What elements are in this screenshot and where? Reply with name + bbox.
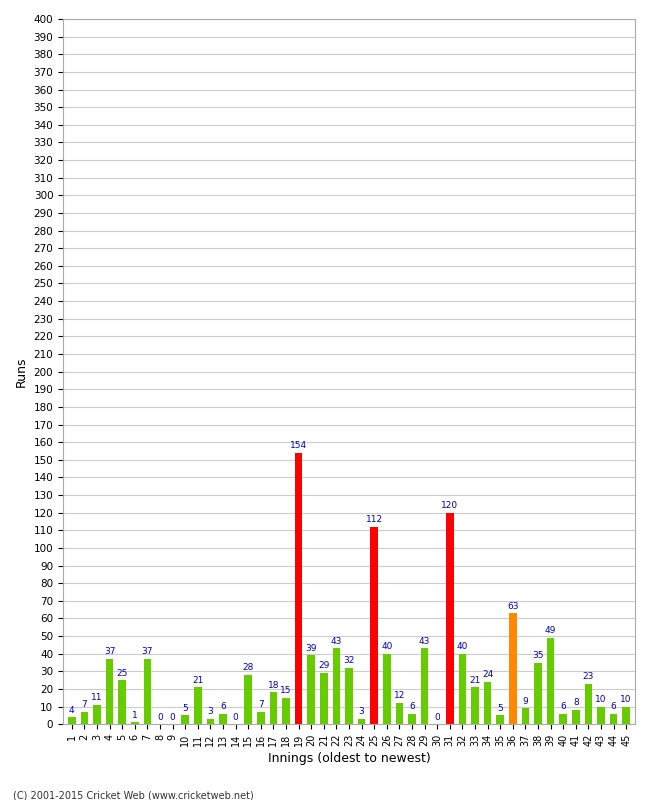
Bar (459, 654, 466, 724)
Text: 35: 35 (532, 651, 544, 660)
Text: 5: 5 (497, 704, 503, 713)
Text: 0: 0 (170, 713, 176, 722)
Text: 37: 37 (104, 647, 116, 656)
Bar (547, 638, 554, 724)
Bar (497, 715, 504, 724)
Text: 63: 63 (507, 602, 519, 610)
Bar (396, 703, 403, 724)
Text: 32: 32 (343, 656, 355, 665)
Bar (118, 680, 126, 724)
Text: 49: 49 (545, 626, 556, 635)
Text: 39: 39 (306, 644, 317, 653)
Text: (C) 2001-2015 Cricket Web (www.cricketweb.net): (C) 2001-2015 Cricket Web (www.cricketwe… (13, 790, 254, 800)
Text: 11: 11 (91, 693, 103, 702)
Text: 0: 0 (434, 713, 440, 722)
Text: 40: 40 (457, 642, 468, 651)
Text: 9: 9 (523, 697, 528, 706)
Text: 0: 0 (233, 713, 239, 722)
Text: 29: 29 (318, 662, 330, 670)
Text: 1: 1 (132, 711, 138, 720)
Text: 10: 10 (621, 695, 632, 704)
Text: 8: 8 (573, 698, 578, 707)
Bar (270, 693, 277, 724)
Bar (610, 714, 617, 724)
Bar (333, 649, 340, 724)
Bar (257, 712, 265, 724)
Bar (307, 655, 315, 724)
Text: 43: 43 (331, 637, 342, 646)
Text: 6: 6 (611, 702, 616, 711)
Text: 3: 3 (359, 707, 365, 716)
Text: 24: 24 (482, 670, 493, 679)
Text: 154: 154 (290, 441, 307, 450)
Bar (244, 675, 252, 724)
Bar (320, 673, 328, 724)
Bar (572, 710, 580, 724)
Bar (93, 705, 101, 724)
Text: 0: 0 (157, 713, 163, 722)
Text: 7: 7 (81, 700, 87, 710)
Text: 21: 21 (469, 675, 481, 685)
Bar (521, 708, 529, 724)
Text: 10: 10 (595, 695, 606, 704)
Bar (207, 719, 215, 724)
Bar (421, 649, 428, 724)
Y-axis label: Runs: Runs (15, 356, 28, 387)
Bar (597, 706, 604, 724)
Text: 112: 112 (366, 515, 383, 524)
Text: 18: 18 (268, 681, 279, 690)
Text: 4: 4 (69, 706, 75, 714)
Bar (194, 687, 202, 724)
Bar (106, 659, 113, 724)
X-axis label: Innings (oldest to newest): Innings (oldest to newest) (268, 752, 430, 765)
Text: 7: 7 (258, 700, 264, 710)
Bar (144, 659, 151, 724)
Text: 37: 37 (142, 647, 153, 656)
Text: 6: 6 (220, 702, 226, 711)
Text: 25: 25 (116, 669, 128, 678)
Bar (584, 684, 592, 724)
Bar (358, 719, 365, 724)
Text: 40: 40 (381, 642, 393, 651)
Bar (471, 687, 479, 724)
Bar (81, 712, 88, 724)
Bar (370, 526, 378, 724)
Text: 12: 12 (394, 691, 405, 701)
Bar (295, 453, 302, 724)
Text: 6: 6 (409, 702, 415, 711)
Bar (560, 714, 567, 724)
Text: 23: 23 (582, 672, 594, 681)
Bar (282, 698, 290, 724)
Bar (383, 654, 391, 724)
Text: 43: 43 (419, 637, 430, 646)
Text: 15: 15 (280, 686, 292, 695)
Text: 28: 28 (242, 663, 254, 672)
Bar (181, 715, 189, 724)
Text: 120: 120 (441, 501, 458, 510)
Bar (345, 668, 353, 724)
Bar (446, 513, 454, 724)
Bar (68, 717, 75, 724)
Bar (623, 706, 630, 724)
Bar (509, 613, 517, 724)
Text: 6: 6 (560, 702, 566, 711)
Bar (131, 722, 138, 724)
Text: 3: 3 (207, 707, 213, 716)
Bar (408, 714, 416, 724)
Text: 21: 21 (192, 675, 203, 685)
Text: 5: 5 (183, 704, 188, 713)
Bar (484, 682, 491, 724)
Bar (534, 662, 541, 724)
Bar (219, 714, 227, 724)
